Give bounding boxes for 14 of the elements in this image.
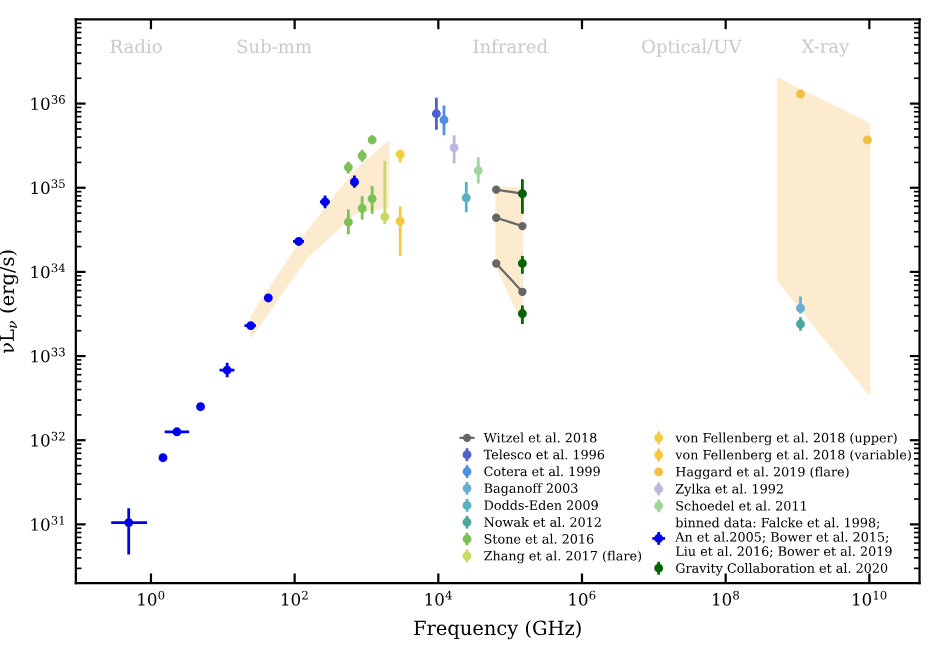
x-tick-label: 10$^{6}$ [569,590,596,606]
x-axis-title: Frequency (GHz) [414,620,581,640]
x-tick-label: 10$^{4}$ [425,590,452,606]
x-tick-label: 10$^{0}$ [138,590,165,606]
y-tick-label: 10$^{33}$ [31,347,65,363]
x-tick-label: 10$^{10}$ [853,590,887,606]
y-axis-title: νL$_{ν}$ (erg/s) [0,250,19,354]
y-tick-label: 10$^{31}$ [31,515,64,531]
y-tick-label: 10$^{34}$ [31,263,66,279]
y-tick-label: 10$^{32}$ [31,431,65,447]
y-tick-label: 10$^{35}$ [31,179,65,195]
y-tick-label: 10$^{36}$ [31,95,65,111]
x-tick-label: 10$^{8}$ [713,590,739,606]
x-tick-label: 10$^{2}$ [282,590,308,606]
